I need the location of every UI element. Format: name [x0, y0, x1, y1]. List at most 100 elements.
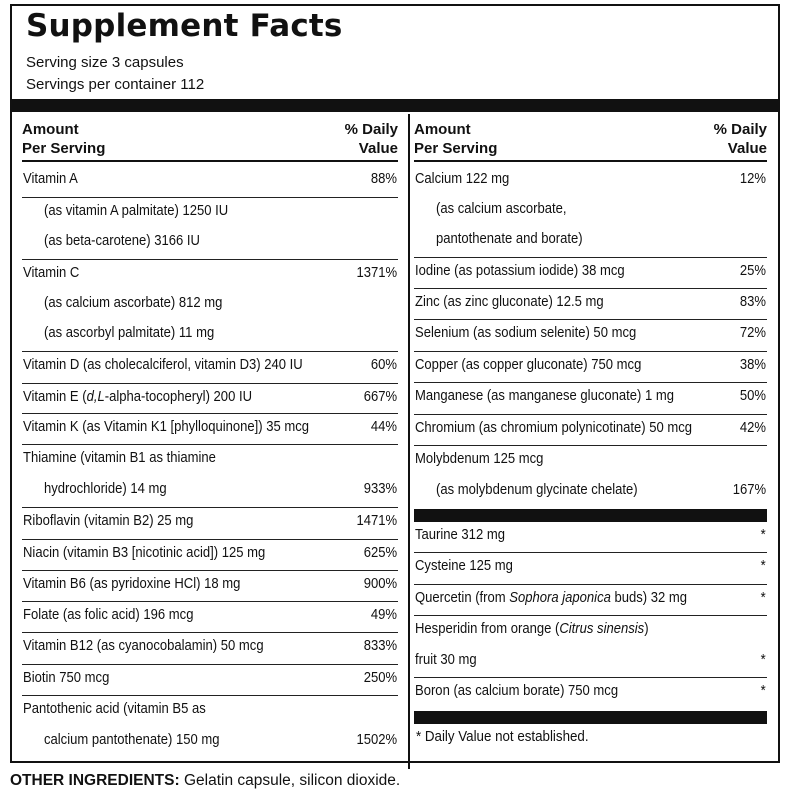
nutrient-label: calcium pantothenate) 150 mg: [44, 732, 220, 748]
nutrient-row: Molybdenum 125 mcg: [414, 446, 767, 477]
daily-value: 167%: [732, 482, 766, 498]
nutrient-row: Hesperidin from orange (Citrus sinensis): [414, 616, 767, 647]
daily-value: 60%: [370, 357, 397, 373]
thick-divider-right-bottom: [414, 711, 767, 724]
daily-value: 667%: [363, 389, 397, 405]
nutrient-label: Biotin 750 mcg: [23, 670, 110, 686]
nutrient-row: Vitamin D (as cholecalciferol, vitamin D…: [22, 352, 398, 384]
nutrient-label: Riboflavin (vitamin B2) 25 mg: [23, 513, 194, 529]
nutrient-row: Biotin 750 mcg 250%: [22, 665, 398, 696]
nutrient-label: pantothenate and borate): [436, 231, 583, 247]
nutrient-label: Vitamin D (as cholecalciferol, vitamin D…: [23, 357, 303, 373]
daily-value-footnote: * Daily Value not established.: [416, 729, 589, 745]
per-serving-heading: Per Serving: [414, 140, 498, 157]
daily-value: 50%: [739, 388, 766, 404]
nutrient-row: Zinc (as zinc gluconate) 12.5 mg 83%: [414, 289, 767, 320]
nutrient-row: pantothenate and borate): [414, 226, 767, 258]
daily-value: 25%: [739, 263, 766, 279]
daily-value: 83%: [739, 294, 766, 310]
servings-per-container: Servings per container 112: [26, 76, 205, 93]
nutrient-label: (as molybdenum glycinate chelate): [436, 482, 638, 498]
panel-title: Supplement Facts: [26, 8, 343, 44]
nutrient-row: Thiamine (vitamin B1 as thiamine: [22, 445, 398, 476]
nutrient-row: Vitamin B12 (as cyanocobalamin) 50 mcg 83…: [22, 633, 398, 665]
nutrient-label: (as ascorbyl palmitate) 11 mg: [44, 325, 215, 341]
nutrient-label: Calcium 122 mg: [415, 171, 510, 187]
nutrient-label: Molybdenum 125 mcg: [415, 451, 544, 467]
nutrient-row: Vitamin E (d,L-alpha-tocopheryl) 200 IU 6…: [22, 384, 398, 414]
nutrient-row: Folate (as folic acid) 196 mcg 49%: [22, 602, 398, 633]
left-nutrient-column: Amount Per Serving % Daily Value Vitamin…: [22, 114, 398, 754]
daily-value: 625%: [363, 545, 397, 561]
daily-value: *: [760, 652, 766, 668]
nutrient-label: (as calcium ascorbate,: [436, 201, 567, 217]
thick-divider-right-mid: [414, 509, 767, 522]
nutrient-label: Chromium (as chromium polynicotinate) 50…: [415, 420, 693, 436]
nutrient-row: Taurine 312 mg *: [414, 522, 767, 553]
nutrient-label: Copper (as copper gluconate) 750 mcg: [415, 357, 642, 373]
nutrient-label: Vitamin A: [23, 171, 78, 187]
nutrient-row: Iodine (as potassium iodide) 38 mcg 25%: [414, 258, 767, 289]
nutrient-row: calcium pantothenate) 150 mg 1502%: [22, 727, 398, 759]
serving-size: Serving size 3 capsules: [26, 54, 184, 71]
right-column-header: Amount Per Serving % Daily Value: [414, 114, 767, 162]
nutrient-label: Hesperidin from orange (Citrus sinensis): [415, 621, 649, 637]
daily-value-heading: % Daily: [344, 121, 398, 138]
amount-heading: Amount: [22, 121, 79, 138]
nutrient-row: Riboflavin (vitamin B2) 25 mg 1471%: [22, 508, 398, 540]
amount-heading: Amount: [414, 121, 471, 138]
nutrient-row: Vitamin K (as Vitamin K1 [phylloquinone]…: [22, 414, 398, 445]
value-heading: Value: [727, 140, 767, 157]
nutrient-label: Zinc (as zinc gluconate) 12.5 mg: [415, 294, 604, 310]
nutrient-row: Manganese (as manganese gluconate) 1 mg 5…: [414, 383, 767, 415]
left-column-header: Amount Per Serving % Daily Value: [22, 114, 398, 162]
daily-value: 1502%: [356, 732, 397, 748]
nutrient-label: Vitamin E (d,L-alpha-tocopheryl) 200 IU: [23, 389, 253, 405]
nutrient-label: Iodine (as potassium iodide) 38 mcg: [415, 263, 625, 279]
nutrient-row: Calcium 122 mg 12%: [414, 166, 767, 196]
daily-value: 933%: [363, 481, 397, 497]
nutrient-row: Quercetin (from Sophora japonica buds) 3…: [414, 585, 767, 616]
right-nutrient-column: Amount Per Serving % Daily Value Calcium…: [414, 114, 767, 754]
nutrient-label: Folate (as folic acid) 196 mcg: [23, 607, 194, 623]
nutrient-row: (as calcium ascorbate,: [414, 196, 767, 226]
nutrient-row: Pantothenic acid (vitamin B5 as: [22, 696, 398, 727]
daily-value: 44%: [370, 419, 397, 435]
nutrient-row: Vitamin C 1371%: [22, 260, 398, 290]
column-divider: [408, 114, 410, 769]
nutrient-row: Copper (as copper gluconate) 750 mcg 38%: [414, 352, 767, 383]
daily-value: *: [760, 527, 766, 543]
other-ingredients: OTHER INGREDIENTS: Gelatin capsule, sili…: [10, 772, 400, 790]
nutrient-row: Selenium (as sodium selenite) 50 mcg 72%: [414, 320, 767, 352]
nutrient-label: fruit 30 mg: [415, 652, 477, 668]
nutrient-label: (as beta-carotene) 3166 IU: [44, 233, 200, 249]
daily-value: *: [760, 590, 766, 606]
nutrient-label: Vitamin B6 (as pyridoxine HCl) 18 mg: [23, 576, 241, 592]
nutrient-label: (as calcium ascorbate) 812 mg: [44, 295, 223, 311]
nutrient-label: Cysteine 125 mg: [415, 558, 513, 574]
nutrient-row: Vitamin B6 (as pyridoxine HCl) 18 mg 900%: [22, 571, 398, 602]
daily-value: 833%: [363, 638, 397, 654]
supplement-facts-panel: Supplement Facts Serving size 3 capsules…: [10, 4, 780, 769]
nutrient-label: Vitamin B12 (as cyanocobalamin) 50 mcg: [23, 638, 264, 654]
nutrient-label: Taurine 312 mg: [415, 527, 505, 543]
nutrient-label: Thiamine (vitamin B1 as thiamine: [23, 450, 216, 466]
per-serving-heading: Per Serving: [22, 140, 106, 157]
nutrient-label: Boron (as calcium borate) 750 mcg: [415, 683, 619, 699]
daily-value: *: [760, 683, 766, 699]
daily-value: *: [760, 558, 766, 574]
nutrient-label: Selenium (as sodium selenite) 50 mcg: [415, 325, 637, 341]
daily-value: 1371%: [356, 265, 397, 281]
daily-value: 38%: [739, 357, 766, 373]
nutrient-row: Chromium (as chromium polynicotinate) 50…: [414, 415, 767, 446]
thick-divider-top: [12, 99, 778, 112]
nutrient-label: Quercetin (from Sophora japonica buds) 3…: [415, 590, 688, 606]
daily-value: 12%: [739, 171, 766, 187]
nutrient-row: (as calcium ascorbate) 812 mg: [22, 290, 398, 320]
nutrient-row: (as molybdenum glycinate chelate) 167%: [414, 477, 767, 507]
daily-value: 250%: [363, 670, 397, 686]
daily-value: 900%: [363, 576, 397, 592]
nutrient-row: Niacin (vitamin B3 [nicotinic acid]) 125…: [22, 540, 398, 571]
nutrient-row: Boron (as calcium borate) 750 mcg *: [414, 678, 767, 708]
nutrient-row: (as ascorbyl palmitate) 11 mg: [22, 320, 398, 352]
